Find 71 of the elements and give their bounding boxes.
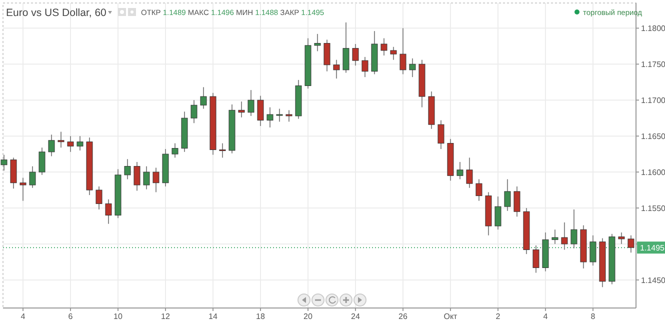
candlestick — [76, 136, 84, 151]
y-tick-label: 1.1600 — [641, 168, 665, 178]
x-tick-label: 20 — [304, 312, 313, 321]
candlestick — [380, 38, 388, 56]
candlestick — [314, 33, 321, 52]
y-tick-label: 1.1650 — [641, 132, 665, 142]
x-tick-label: 2 — [496, 312, 501, 321]
candlestick — [190, 100, 198, 124]
candlestick — [276, 108, 283, 122]
candlestick — [456, 161, 464, 180]
candlestick — [134, 161, 140, 192]
y-tick-label: 1.1550 — [641, 204, 665, 214]
candlestick — [152, 167, 160, 193]
candlestick — [10, 157, 17, 190]
candlestick — [570, 208, 578, 249]
candlestick — [532, 244, 540, 274]
candlestick — [494, 196, 502, 230]
x-tick-label: 10 — [114, 312, 123, 321]
candlestick — [29, 166, 36, 188]
candlestick — [466, 157, 473, 188]
x-tick-label: 4 — [543, 312, 548, 321]
x-tick-label: 24 — [351, 312, 360, 321]
x-tick-label: 26 — [398, 312, 408, 321]
x-tick-label: 18 — [256, 312, 266, 321]
ref-line-label: 1.1495 — [640, 244, 665, 253]
candlestick — [20, 177, 26, 202]
candlestick — [476, 178, 482, 202]
candlestick — [438, 120, 444, 150]
candlestick — [286, 110, 292, 122]
candlestick — [333, 59, 340, 80]
y-tick-label: 1.1800 — [641, 24, 665, 34]
candlestick — [342, 22, 350, 74]
candlestick — [48, 134, 55, 157]
candlestick — [58, 131, 64, 148]
candlestick — [400, 28, 406, 75]
x-tick-label: 14 — [208, 312, 218, 321]
candlestick — [390, 46, 397, 60]
candlestick — [248, 90, 254, 116]
candlestick — [352, 44, 359, 66]
candlestick — [552, 229, 558, 244]
candlestick — [628, 234, 634, 254]
candlestick — [514, 186, 520, 218]
candlestick — [561, 222, 568, 250]
x-tick-label: Окт — [444, 312, 458, 321]
y-tick-label: 1.1700 — [641, 96, 665, 106]
candlestick — [200, 86, 207, 110]
x-tick-label: 6 — [68, 312, 74, 321]
candlestick — [172, 142, 178, 158]
candlestick — [67, 136, 74, 152]
y-tick-label: 1.1750 — [641, 60, 665, 70]
candlestick — [257, 95, 264, 127]
candlestick — [0, 154, 8, 172]
y-tick-label: 1.1450 — [641, 276, 665, 285]
candlestick — [124, 158, 131, 180]
candlestick — [362, 56, 368, 78]
candlestick — [219, 142, 226, 158]
x-tick-label: 4 — [20, 312, 26, 321]
candlestick — [238, 101, 245, 118]
x-tick-label: 12 — [161, 312, 170, 321]
candlestick — [266, 106, 274, 128]
candlestick — [105, 198, 112, 224]
candlestick — [409, 58, 416, 78]
x-tick-label: 8 — [590, 312, 596, 321]
candlestick — [504, 178, 511, 212]
chart-title: Euro vs US Dollar, 60 — [6, 7, 107, 19]
candlestick — [324, 39, 330, 72]
candlestick — [143, 166, 150, 190]
candlestick — [96, 186, 102, 210]
candlestick — [590, 234, 596, 266]
candlestick — [618, 232, 625, 244]
candlestick — [38, 147, 46, 176]
